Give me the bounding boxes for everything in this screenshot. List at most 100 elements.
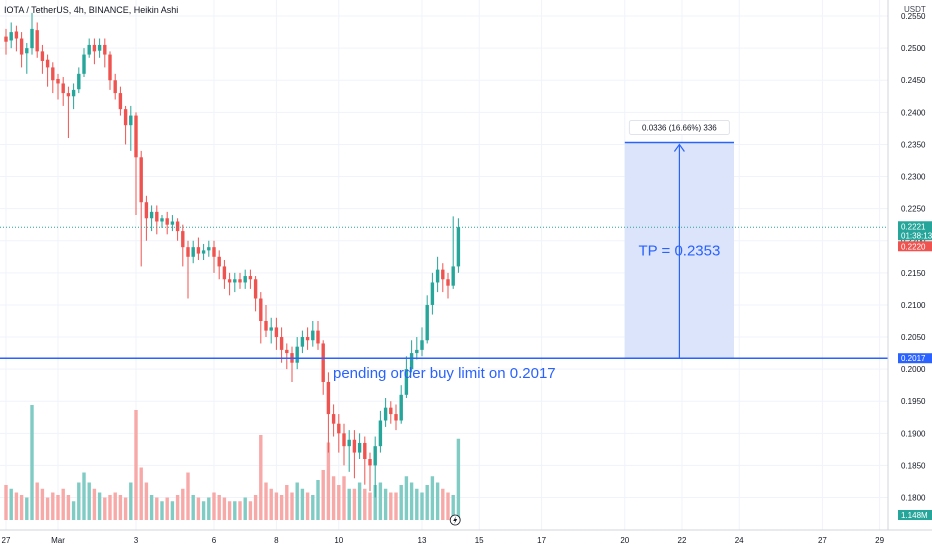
candle-body: [118, 93, 123, 110]
measure-tool[interactable]: [624, 141, 734, 359]
level-tag-text: 0.2017: [901, 354, 926, 363]
candle-body: [25, 48, 29, 54]
x-tick-label: 29: [875, 536, 884, 545]
candle-body: [103, 44, 107, 55]
volume-bar: [279, 495, 284, 520]
candle-body: [363, 442, 367, 460]
y-tick-label: 0.2500: [901, 44, 926, 53]
y-tick-label: 0.1850: [901, 461, 926, 470]
volume-bar: [97, 492, 102, 520]
candle-body: [430, 282, 435, 305]
measure-label-box: [628, 120, 730, 136]
candle-body: [66, 93, 71, 97]
volume-bar: [326, 442, 331, 520]
volume-bar: [425, 485, 429, 520]
candle-body: [253, 279, 258, 299]
volume-bar: [149, 495, 154, 520]
candle-body: [435, 269, 440, 283]
candle-body: [201, 250, 206, 254]
prev-close-tag-bg: [898, 241, 932, 252]
candle-body: [45, 59, 50, 68]
y-tick-label: 0.2000: [901, 365, 926, 374]
volume-bar: [446, 492, 450, 520]
volume-bar: [40, 488, 45, 520]
candle-body: [378, 420, 383, 447]
candles: [4, 12, 461, 498]
candle-body: [321, 343, 325, 382]
volume-bar: [139, 467, 143, 520]
candle-body: [394, 414, 398, 421]
candle-body: [170, 221, 175, 225]
volume-bar: [61, 488, 65, 520]
volume-bar: [118, 495, 123, 520]
volume-bar: [30, 405, 34, 520]
candle-body: [4, 36, 8, 42]
candle-body: [56, 78, 60, 84]
volume-bar: [82, 472, 86, 520]
candle-body: [186, 247, 190, 257]
candle-body: [279, 337, 284, 350]
levels[interactable]: [0, 226, 888, 359]
volume-bar: [290, 492, 294, 520]
candle-body: [207, 247, 211, 251]
candle-body: [337, 423, 341, 434]
candle-body: [415, 349, 419, 354]
candle-body: [264, 320, 268, 331]
measure-label: 0.0336 (16.66%) 336: [642, 124, 717, 133]
volume-bar: [92, 488, 97, 520]
symbol-title[interactable]: IOTA / TetherUS, 4h, BINANCE, Heikin Ash…: [4, 5, 179, 15]
x-tick-label: 24: [735, 536, 744, 545]
volume-bar: [456, 438, 461, 520]
volume-bar: [259, 435, 263, 520]
volume-bar: [238, 501, 242, 520]
candle-body: [420, 340, 424, 350]
volume-bar: [212, 492, 216, 520]
candle-body: [368, 459, 372, 466]
candle-body: [92, 44, 97, 52]
volume-bar: [129, 482, 133, 520]
x-tick-label: 17: [537, 536, 546, 545]
candle-body: [399, 394, 403, 421]
candle-body: [425, 304, 429, 341]
lightning-icon-glyph: [453, 516, 458, 524]
candle-body: [441, 269, 445, 280]
x-tick-label: 8: [274, 536, 279, 545]
volume-bar: [285, 485, 289, 520]
y-tick-label: 0.2250: [901, 205, 926, 214]
candle-body: [404, 369, 409, 395]
candle-body: [181, 231, 185, 248]
volume-bar: [35, 482, 39, 520]
candle-body: [222, 266, 227, 280]
candle-body: [389, 407, 393, 415]
prev-close-tag-text: 0.2220: [901, 242, 926, 251]
volume-bar: [9, 488, 13, 520]
candle-body: [77, 73, 81, 90]
x-tick-label: 13: [418, 536, 427, 545]
candle-body: [295, 346, 299, 363]
volume-bar: [337, 485, 341, 520]
volume-bar: [399, 485, 403, 520]
volume-bar: [233, 501, 237, 520]
volume-bar: [441, 488, 445, 520]
x-tick-label: 15: [475, 536, 484, 545]
volume-bar: [217, 495, 221, 520]
candle-body: [456, 227, 461, 267]
pending-order-label: pending order buy limit on 0.2017: [333, 365, 556, 382]
last-price-tag-text: 0.2221: [901, 222, 926, 231]
volume-bar: [186, 472, 190, 520]
x-tick-label: 10: [334, 536, 343, 545]
x-tick-label: Mar: [51, 536, 65, 545]
candle-body: [113, 80, 117, 94]
volume-bars: [4, 405, 461, 520]
volume-bar: [87, 482, 91, 520]
y-tick-label: 0.2400: [901, 108, 926, 117]
candle-body: [87, 44, 91, 55]
volume-bar: [51, 492, 55, 520]
volume-bar: [404, 476, 409, 520]
annotations[interactable]: pending order buy limit on 0.2017 TP = 0.…: [333, 120, 730, 383]
volume-bar: [113, 492, 117, 520]
candle-body: [446, 279, 450, 286]
